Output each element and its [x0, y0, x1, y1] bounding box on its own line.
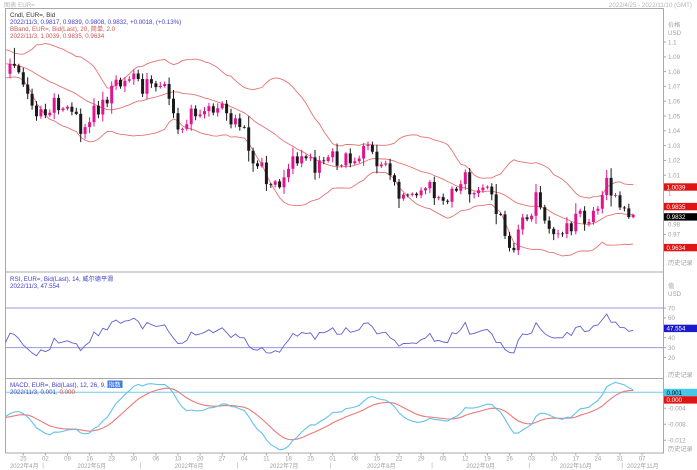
svg-text:26: 26 [506, 457, 513, 463]
svg-text:1.01: 1.01 [668, 173, 681, 180]
svg-text:USD: USD [668, 30, 682, 37]
svg-text:22: 22 [396, 457, 403, 463]
svg-text:2022年11月: 2022年11月 [627, 462, 659, 470]
svg-text:0.9835: 0.9835 [667, 204, 686, 211]
svg-text:09: 09 [64, 457, 71, 463]
svg-text:2022年7月: 2022年7月 [270, 462, 299, 470]
svg-text:23: 23 [108, 457, 115, 463]
svg-text:06: 06 [153, 457, 160, 463]
svg-text:27: 27 [219, 457, 226, 463]
svg-text:1.03: 1.03 [668, 143, 681, 150]
svg-text:值: 值 [668, 282, 674, 290]
svg-text:40: 40 [668, 335, 675, 342]
svg-text:2022年10月: 2022年10月 [560, 462, 592, 470]
svg-text:1.06: 1.06 [668, 99, 681, 106]
svg-text:29: 29 [418, 457, 425, 463]
svg-text:RSI, EUR=, Bid(Last), 14, 威尔德平: RSI, EUR=, Bid(Last), 14, 威尔德平滑 [10, 275, 113, 283]
svg-text:30: 30 [668, 345, 675, 352]
svg-text:0.98: 0.98 [668, 222, 681, 229]
svg-text:1.05: 1.05 [668, 113, 681, 120]
svg-text:-0.012: -0.012 [668, 438, 686, 445]
svg-text:02: 02 [42, 457, 49, 463]
svg-text:2022年9月: 2022年9月 [466, 462, 495, 470]
svg-text:2022/11/3, 1.0039, 0.9835, 0.9: 2022/11/3, 1.0039, 0.9835, 0.9634 [10, 33, 105, 40]
svg-text:05: 05 [440, 457, 447, 463]
svg-text:07: 07 [639, 457, 646, 463]
svg-text:Cndl, EUR=, Bid: Cndl, EUR=, Bid [10, 12, 56, 19]
svg-text:16: 16 [86, 457, 93, 463]
svg-text:2022年5月: 2022年5月 [77, 462, 106, 470]
svg-text:17: 17 [572, 457, 579, 463]
svg-text:2022年6月: 2022年6月 [175, 462, 204, 470]
svg-text:1.09: 1.09 [668, 54, 681, 61]
svg-text:1.02: 1.02 [668, 158, 681, 165]
svg-text:24: 24 [595, 457, 602, 463]
svg-text:0.9634: 0.9634 [667, 245, 686, 252]
svg-text:20: 20 [668, 355, 675, 362]
svg-text:25: 25 [20, 457, 27, 463]
svg-text:08: 08 [351, 457, 358, 463]
svg-text:10: 10 [550, 457, 557, 463]
svg-text:历史记录: 历史记录 [668, 371, 693, 379]
svg-text:15: 15 [374, 457, 381, 463]
svg-text:1.08: 1.08 [668, 69, 681, 76]
svg-text:MACD, EUR=, Bid(Last), 12, 26,: MACD, EUR=, Bid(Last), 12, 26, 9, [10, 382, 106, 389]
svg-text:2022年4月: 2022年4月 [10, 462, 39, 470]
svg-text:12: 12 [462, 457, 469, 463]
svg-text:11: 11 [263, 457, 270, 463]
svg-text:-0.004: -0.004 [668, 406, 686, 413]
svg-text:图表 EUR=: 图表 EUR= [4, 1, 35, 9]
svg-text:2022/11/3, 0.9817, 0.9839, 0.9: 2022/11/3, 0.9817, 0.9839, 0.9808, 0.983… [10, 19, 181, 26]
svg-text:31: 31 [617, 457, 624, 463]
svg-text:BBand, EUR=, Bid(Last), 20, 简单: BBand, EUR=, Bid(Last), 20, 简单, 2.0 [10, 25, 116, 33]
svg-text:70: 70 [668, 305, 675, 312]
svg-text:0.001: 0.001 [667, 390, 683, 397]
svg-text:0.97: 0.97 [668, 232, 681, 239]
svg-text:0.9832: 0.9832 [667, 214, 686, 221]
svg-text:04: 04 [241, 457, 248, 463]
svg-text:47.554: 47.554 [667, 326, 686, 333]
svg-text:1.04: 1.04 [668, 128, 681, 135]
svg-text:2022年8月: 2022年8月 [367, 462, 396, 470]
svg-text:2022/11/3, 47.554: 2022/11/3, 47.554 [10, 283, 60, 290]
svg-text:历史记录: 历史记录 [668, 259, 693, 267]
svg-text:2022/4/25 - 2022/11/10 (GMT): 2022/4/25 - 2022/11/10 (GMT) [609, 2, 692, 9]
svg-text:1: 1 [668, 191, 672, 198]
svg-text:2022/11/3, 0.001, 0.000: 2022/11/3, 0.001, 0.000 [10, 389, 75, 396]
svg-text:1.07: 1.07 [668, 84, 681, 91]
svg-text:-0.008: -0.008 [668, 422, 686, 429]
svg-text:1.0039: 1.0039 [667, 184, 686, 191]
svg-text:19: 19 [484, 457, 491, 463]
svg-text:USD: USD [668, 291, 682, 298]
svg-text:历史记录: 历史记录 [668, 445, 693, 453]
svg-text:1.1: 1.1 [668, 39, 677, 46]
svg-text:0.000: 0.000 [667, 397, 683, 404]
svg-text:30: 30 [130, 457, 137, 463]
svg-text:价格: 价格 [668, 21, 681, 29]
svg-text:20: 20 [197, 457, 204, 463]
svg-text:18: 18 [285, 457, 292, 463]
svg-text:13: 13 [175, 457, 182, 463]
svg-text:01: 01 [329, 457, 336, 463]
svg-text:03: 03 [528, 457, 535, 463]
svg-text:25: 25 [307, 457, 314, 463]
svg-text:60: 60 [668, 315, 675, 322]
svg-text:指数: 指数 [109, 381, 122, 389]
